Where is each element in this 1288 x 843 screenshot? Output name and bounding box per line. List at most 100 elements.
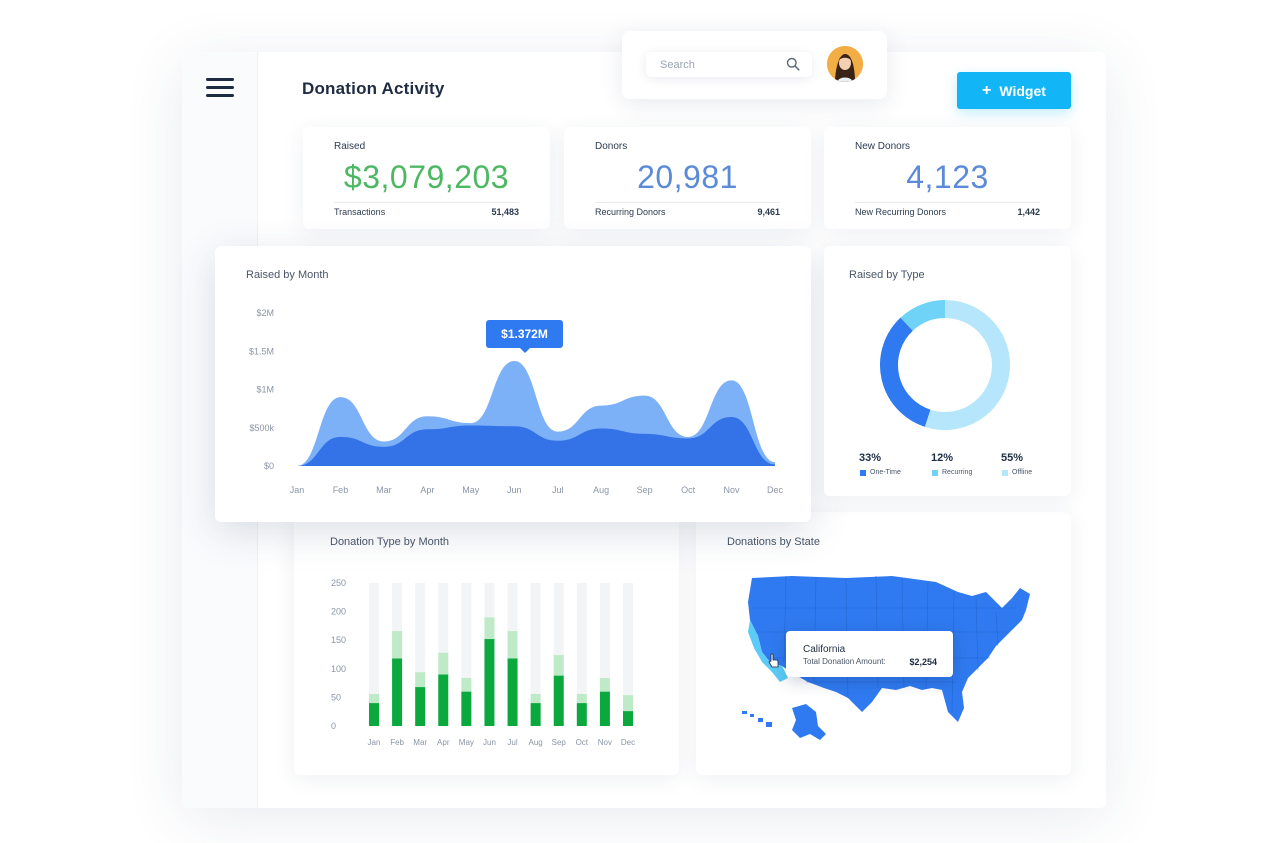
legend-pct-one-time: 33% — [859, 452, 882, 464]
bar-segment-light — [553, 655, 564, 676]
bar-segment-dark — [553, 675, 564, 726]
avatar[interactable] — [827, 46, 863, 82]
legend-pct-offline: 55% — [1001, 452, 1024, 464]
card-title: Donation Type by Month — [330, 536, 450, 548]
bar-background — [576, 583, 587, 726]
stat-card-new-donors: New Donors 4,123 New Recurring Donors 1,… — [824, 127, 1071, 229]
bar-segment-dark — [623, 711, 633, 726]
stat-label: Donors — [595, 141, 628, 152]
bar-segment-dark — [484, 639, 495, 726]
legend-swatch — [932, 470, 938, 476]
bar-segment-dark — [392, 658, 403, 726]
donut-slice-offline — [924, 300, 1010, 430]
search-input[interactable] — [660, 56, 780, 73]
stat-label: Raised — [334, 141, 366, 152]
bar-background — [623, 583, 633, 726]
x-tick-label: Sep — [637, 485, 653, 495]
x-tick-label: Aug — [593, 485, 609, 495]
menu-icon[interactable] — [206, 78, 234, 98]
bar-segment-light — [484, 617, 495, 640]
user-avatar-icon — [827, 46, 863, 82]
stat-value: 20,981 — [637, 159, 738, 195]
divider — [595, 202, 780, 203]
legend-swatch — [1002, 470, 1008, 476]
state-total-value: $2,254 — [909, 657, 937, 667]
raised-by-month-card: Raised by Month $0 $500k $1M $1.5M $2M Jan Feb… — [215, 246, 811, 522]
card-title: Donations by State — [727, 536, 820, 548]
bar-segment-light — [461, 677, 472, 692]
x-tick-label: Mar — [376, 485, 392, 495]
y-tick-label: 100 — [331, 664, 346, 674]
legend-swatch — [860, 470, 866, 476]
card-title: Raised by Type — [849, 269, 925, 281]
x-tick-label: Apr — [437, 738, 450, 747]
x-tick-label: Jun — [507, 485, 522, 495]
search-panel — [622, 31, 887, 99]
y-tick-label: 50 — [331, 692, 341, 702]
stat-label: New Donors — [855, 141, 911, 152]
donation-type-card: Donation Type by Month 0 50 100 150 200 250 Ja… — [294, 512, 679, 775]
add-widget-label: Widget — [999, 82, 1046, 99]
stat-card-raised: Raised $3,079,203 Transactions 51,483 — [303, 127, 550, 229]
area-series-secondary — [297, 417, 775, 466]
bar-segment-light — [392, 631, 403, 659]
bar-segment-light — [369, 693, 379, 704]
bar-background — [553, 583, 564, 726]
stat-value: 4,123 — [906, 159, 989, 195]
x-tick-label: Mar — [413, 738, 427, 747]
y-tick-label: 250 — [331, 578, 346, 588]
y-tick-label: $1M — [256, 385, 274, 395]
state-tooltip: California Total Donation Amount: $2,254 — [786, 631, 953, 677]
stat-sub-value: 1,442 — [1017, 207, 1040, 217]
x-tick-label: Jul — [507, 738, 517, 747]
state-name: California — [803, 644, 846, 655]
bar-background — [415, 583, 426, 726]
stat-sub-value: 9,461 — [757, 207, 780, 217]
bar-segment-dark — [599, 691, 610, 726]
x-tick-label: Jul — [552, 485, 564, 495]
search-icon[interactable] — [786, 57, 800, 71]
bar-segment-light — [507, 631, 518, 659]
donut-slice-recurring — [900, 300, 946, 332]
x-tick-label: Jan — [368, 738, 381, 747]
search-box[interactable] — [646, 52, 812, 77]
donut-slice-one-time — [880, 317, 931, 427]
x-tick-label: Nov — [598, 738, 612, 747]
bar-segment-light — [438, 652, 449, 675]
bar-segment-dark — [369, 703, 379, 726]
add-widget-button[interactable]: + Widget — [957, 72, 1071, 109]
legend-pct-recurring: 12% — [931, 452, 954, 464]
bar-segment-light — [415, 672, 426, 688]
bar-segment-light — [576, 693, 587, 704]
x-tick-label: Oct — [576, 738, 589, 747]
stat-sub-label: Transactions — [334, 207, 386, 217]
y-tick-label: 200 — [331, 607, 346, 617]
legend-label-recurring: Recurring — [942, 469, 973, 476]
peak-value-tooltip: $1.372M — [486, 320, 563, 353]
bar-segment-dark — [438, 674, 449, 726]
y-tick-label: $1.5M — [249, 346, 274, 356]
stat-sub-value: 51,483 — [491, 207, 519, 217]
alaska[interactable] — [792, 704, 826, 740]
x-tick-label: Jun — [483, 738, 496, 747]
x-tick-label: Dec — [621, 738, 635, 747]
plus-icon: + — [982, 81, 992, 99]
bar-segment-light — [623, 695, 633, 712]
card-title: Raised by Month — [246, 269, 329, 281]
x-tick-label: Aug — [529, 738, 543, 747]
page-title: Donation Activity — [302, 79, 445, 98]
bar-segment-dark — [530, 703, 541, 726]
legend-label-one-time: One-Time — [870, 469, 901, 476]
state-total-label: Total Donation Amount: — [803, 657, 886, 666]
x-tick-label: May — [462, 485, 480, 495]
stat-card-donors: Donors 20,981 Recurring Donors 9,461 — [564, 127, 811, 229]
bar-background — [461, 583, 472, 726]
raised-by-type-donut-chart — [880, 300, 1010, 430]
bar-segment-dark — [507, 658, 518, 726]
x-tick-label: May — [459, 738, 474, 747]
divider — [334, 202, 519, 203]
y-tick-label: $500k — [249, 423, 274, 433]
hawaii[interactable] — [742, 711, 772, 727]
x-tick-label: Feb — [390, 738, 404, 747]
bar-segment-dark — [415, 687, 426, 726]
